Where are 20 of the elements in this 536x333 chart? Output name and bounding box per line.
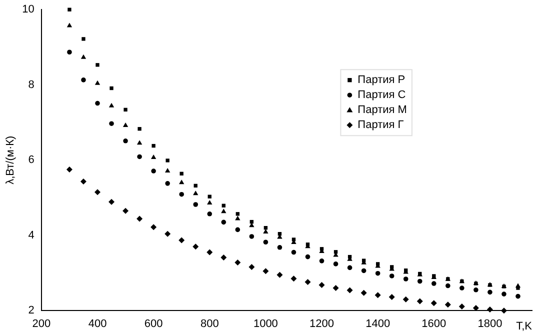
legend-label: Партия Г [358,119,404,132]
x-tick-label: 400 [88,318,107,330]
x-tick-label: 600 [144,318,163,330]
y-axis-title: λ,Вт/(м·К) [4,136,17,184]
y-tick-label: 6 [28,154,34,166]
x-tick-label: 1600 [422,318,446,330]
x-tick-label: 200 [32,318,51,330]
y-tick-label: 4 [28,229,34,242]
x-tick-label: 1800 [478,318,502,330]
x-tick-label: 1200 [310,318,334,330]
y-tick-label: 2 [28,304,34,317]
x-axis-title: T,K [516,320,533,332]
x-tick-label: 1000 [253,318,278,330]
legend-label: Партия М [358,104,407,116]
x-tick-label: 1400 [366,318,390,330]
y-tick-label: 8 [28,78,34,91]
legend-label: Партия С [358,89,406,102]
legend-label: Партия Р [358,74,406,86]
x-tick-label: 800 [200,318,219,330]
y-tick-label: 10 [22,4,34,16]
